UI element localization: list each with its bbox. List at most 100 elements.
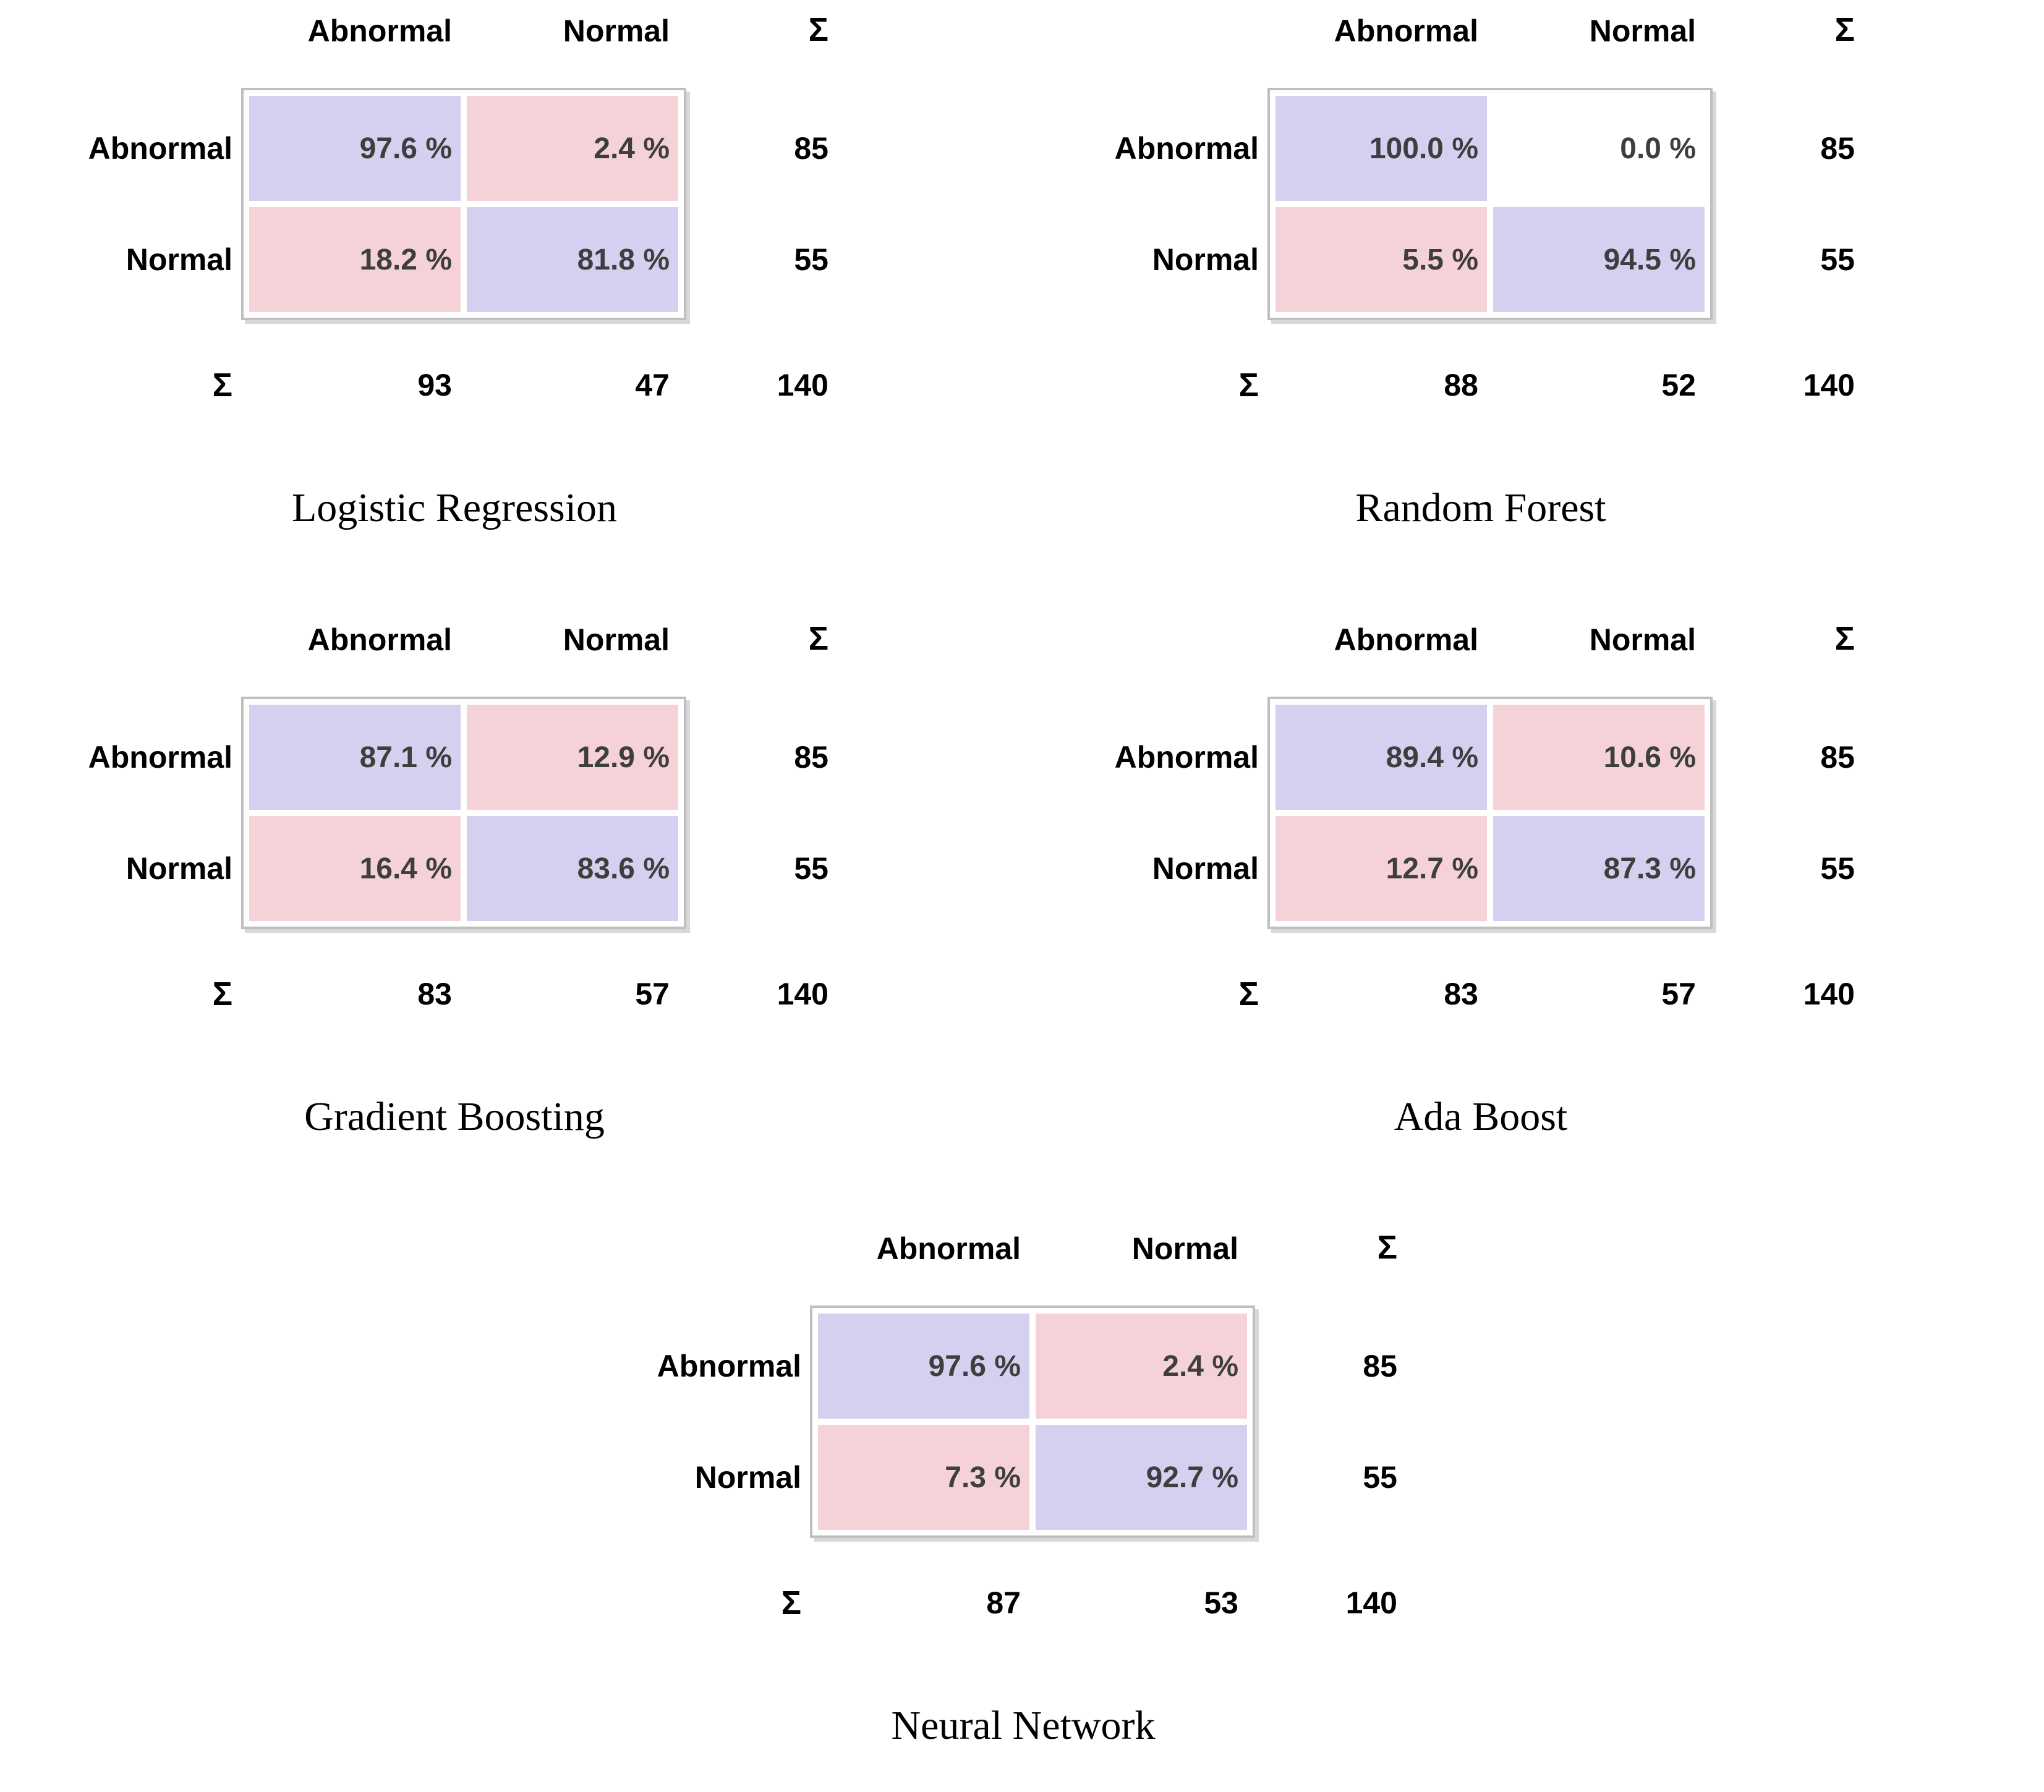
column-sum-abnormal: 87 [986, 1586, 1021, 1620]
grand-total: 140 [1803, 977, 1855, 1011]
grand-total: 140 [1345, 1586, 1397, 1620]
model-title-random-forest: Random Forest [1355, 485, 1606, 530]
cell-normal-abnormal: 12.7 % [1275, 816, 1487, 921]
sigma-column-header: Σ [1834, 620, 1855, 657]
cell-abnormal-abnormal: 87.1 % [249, 705, 461, 810]
row-label-abnormal: Abnormal [1114, 740, 1259, 775]
matrix-table: 89.4 % 10.6 % 12.7 % 87.3 % [1267, 697, 1713, 929]
matrix-table: 100.0 % 0.0 % 5.5 % 94.5 % [1267, 88, 1713, 320]
cell-abnormal-abnormal: 100.0 % [1275, 96, 1487, 201]
figure-row-3: Abnormal Normal Σ Abnormal Normal 97.6 %… [0, 1218, 2044, 1774]
sigma-column-header: Σ [1834, 11, 1855, 48]
grand-total: 140 [1803, 368, 1855, 402]
column-sum-abnormal: 83 [1444, 977, 1478, 1011]
row-label-normal: Normal [694, 1460, 801, 1495]
column-sum-abnormal: 83 [417, 977, 452, 1011]
column-sums: 88 52 [1267, 321, 1713, 420]
matrix-table: 87.1 % 12.9 % 16.4 % 83.6 % [241, 697, 686, 929]
sigma-row-header: Σ [1238, 975, 1259, 1013]
model-title-ada-boost: Ada Boost [1394, 1094, 1568, 1139]
column-sum-normal: 52 [1661, 368, 1696, 402]
column-headers: Abnormal Normal [810, 1226, 1255, 1306]
row-sum-abnormal: 85 [1820, 740, 1855, 775]
row-label-normal: Normal [126, 242, 232, 277]
row-label-normal: Normal [1152, 851, 1259, 886]
column-header-normal: Normal [1589, 622, 1696, 657]
sigma-row-header: Σ [212, 367, 232, 404]
row-sums: 85 55 [686, 88, 835, 321]
row-sums: 85 55 [1255, 1306, 1403, 1539]
cell-abnormal-normal: 2.4 % [467, 96, 678, 201]
model-title-logistic-regression: Logistic Regression [291, 485, 618, 530]
grand-total: 140 [777, 368, 828, 402]
corner-spacer [1101, 9, 1267, 88]
row-label-normal: Normal [126, 851, 232, 886]
model-title-neural-network: Neural Network [891, 1703, 1156, 1748]
cell-abnormal-normal: 12.9 % [467, 705, 678, 810]
confusion-matrix-neural-network: Abnormal Normal Σ Abnormal Normal 97.6 %… [643, 1226, 1403, 1784]
cell-normal-normal: 94.5 % [1493, 207, 1705, 312]
row-sum-abnormal: 85 [1363, 1349, 1397, 1383]
sigma-row-header: Σ [781, 1584, 801, 1621]
sigma-column-header: Σ [1377, 1229, 1397, 1266]
row-label-abnormal: Abnormal [88, 740, 232, 775]
row-sum-normal: 55 [794, 242, 828, 277]
sigma-column-header: Σ [808, 620, 828, 657]
column-sums: 83 57 [241, 930, 686, 1029]
column-sum-normal: 47 [635, 368, 670, 402]
row-labels: Abnormal Normal [1101, 88, 1267, 321]
row-labels: Abnormal Normal [1101, 697, 1267, 930]
column-header-abnormal: Abnormal [307, 14, 452, 48]
cell-normal-normal: 92.7 % [1036, 1425, 1247, 1530]
figure-row-2: Abnormal Normal Σ Abnormal Normal 87.1 %… [0, 609, 2044, 1218]
cell-normal-abnormal: 7.3 % [818, 1425, 1029, 1530]
cell-abnormal-normal: 2.4 % [1036, 1314, 1247, 1419]
cell-abnormal-normal: 10.6 % [1493, 705, 1705, 810]
row-label-abnormal: Abnormal [1114, 131, 1259, 166]
row-sum-normal: 55 [1363, 1460, 1397, 1495]
cell-normal-normal: 87.3 % [1493, 816, 1705, 921]
column-sum-abnormal: 93 [417, 368, 452, 402]
row-sums: 85 55 [1713, 88, 1861, 321]
cell-normal-abnormal: 5.5 % [1275, 207, 1487, 312]
corner-spacer [74, 618, 241, 697]
cell-abnormal-abnormal: 97.6 % [249, 96, 461, 201]
cell-normal-abnormal: 16.4 % [249, 816, 461, 921]
cell-abnormal-normal: 0.0 % [1493, 96, 1705, 201]
row-sum-normal: 55 [794, 851, 828, 886]
row-sum-abnormal: 85 [794, 740, 828, 775]
row-sum-normal: 55 [1820, 851, 1855, 886]
cell-abnormal-abnormal: 97.6 % [818, 1314, 1029, 1419]
confusion-matrix-random-forest: Abnormal Normal Σ Abnormal Normal 100.0 … [1101, 9, 1861, 566]
column-sums: 93 47 [241, 321, 686, 420]
matrix-table: 97.6 % 2.4 % 18.2 % 81.8 % [241, 88, 686, 320]
row-sum-normal: 55 [1820, 242, 1855, 277]
cell-normal-normal: 81.8 % [467, 207, 678, 312]
row-sum-abnormal: 85 [794, 131, 828, 166]
column-header-abnormal: Abnormal [307, 622, 452, 657]
column-headers: Abnormal Normal [241, 9, 686, 88]
corner-spacer [643, 1226, 810, 1306]
figure-row-1: Abnormal Normal Σ Abnormal Normal 97.6 %… [0, 0, 2044, 609]
column-sums: 87 53 [810, 1539, 1255, 1638]
column-sum-normal: 57 [635, 977, 670, 1011]
sigma-row-header: Σ [212, 975, 232, 1013]
cell-normal-normal: 83.6 % [467, 816, 678, 921]
column-header-normal: Normal [1589, 14, 1696, 48]
row-labels: Abnormal Normal [74, 697, 241, 930]
row-labels: Abnormal Normal [74, 88, 241, 321]
column-sum-abnormal: 88 [1444, 368, 1478, 402]
confusion-matrix-gradient-boosting: Abnormal Normal Σ Abnormal Normal 87.1 %… [74, 618, 835, 1175]
grand-total: 140 [777, 977, 828, 1011]
column-sums: 83 57 [1267, 930, 1713, 1029]
corner-spacer [74, 9, 241, 88]
column-header-normal: Normal [563, 622, 670, 657]
column-headers: Abnormal Normal [241, 618, 686, 697]
column-header-abnormal: Abnormal [1334, 14, 1478, 48]
row-sums: 85 55 [686, 697, 835, 930]
column-header-abnormal: Abnormal [876, 1231, 1021, 1266]
confusion-matrix-logistic-regression: Abnormal Normal Σ Abnormal Normal 97.6 %… [74, 9, 835, 566]
column-header-normal: Normal [1131, 1231, 1238, 1266]
column-headers: Abnormal Normal [1267, 618, 1713, 697]
